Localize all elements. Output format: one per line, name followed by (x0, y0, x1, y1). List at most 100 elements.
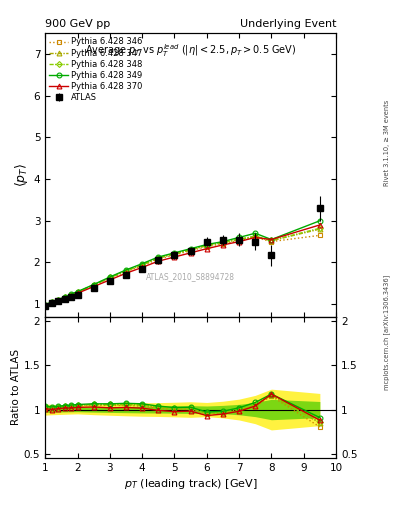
Text: Average $p_T$ vs $p_T^{lead}$ ($|\eta| < 2.5, p_T > 0.5$ GeV): Average $p_T$ vs $p_T^{lead}$ ($|\eta| <… (85, 42, 296, 58)
Pythia 6.428 349 (220, 239, 225, 245)
Pythia 6.428 349 (188, 246, 193, 252)
Pythia 6.428 348 (156, 255, 161, 261)
Pythia 6.428 346 (43, 302, 48, 308)
Pythia 6.428 346 (237, 238, 241, 244)
Text: mcplots.cern.ch [arXiv:1306.3436]: mcplots.cern.ch [arXiv:1306.3436] (384, 275, 391, 391)
Pythia 6.428 349 (75, 289, 80, 295)
Pythia 6.428 347 (188, 247, 193, 253)
Pythia 6.428 349 (253, 230, 257, 237)
Pythia 6.428 347 (107, 275, 112, 281)
Pythia 6.428 346 (172, 252, 177, 258)
Pythia 6.428 370 (237, 239, 241, 245)
Text: 900 GeV pp: 900 GeV pp (45, 19, 110, 29)
Pythia 6.428 370 (49, 300, 54, 306)
Pythia 6.428 346 (318, 232, 322, 239)
Pythia 6.428 348 (91, 282, 96, 288)
Pythia 6.428 370 (62, 295, 67, 302)
Pythia 6.428 347 (75, 289, 80, 295)
Text: ATLAS_2010_S8894728: ATLAS_2010_S8894728 (146, 272, 235, 282)
Pythia 6.428 348 (253, 233, 257, 239)
Pythia 6.428 347 (124, 268, 129, 274)
Y-axis label: Ratio to ATLAS: Ratio to ATLAS (11, 349, 21, 425)
Pythia 6.428 348 (49, 300, 54, 306)
Line: Pythia 6.428 370: Pythia 6.428 370 (43, 223, 322, 308)
Pythia 6.428 348 (188, 246, 193, 252)
Pythia 6.428 346 (140, 263, 145, 269)
Pythia 6.428 348 (75, 289, 80, 295)
Pythia 6.428 370 (156, 258, 161, 264)
Pythia 6.428 348 (62, 294, 67, 301)
Line: Pythia 6.428 346: Pythia 6.428 346 (43, 233, 322, 308)
Pythia 6.428 347 (269, 238, 274, 244)
Pythia 6.428 348 (107, 274, 112, 281)
Text: Rivet 3.1.10, ≥ 3M events: Rivet 3.1.10, ≥ 3M events (384, 100, 390, 186)
Pythia 6.428 370 (172, 254, 177, 260)
Pythia 6.428 346 (49, 300, 54, 306)
Line: Pythia 6.428 347: Pythia 6.428 347 (43, 227, 322, 307)
Pythia 6.428 347 (56, 297, 61, 303)
Pythia 6.428 370 (69, 293, 73, 299)
Pythia 6.428 349 (124, 267, 129, 273)
Pythia 6.428 349 (204, 242, 209, 248)
Pythia 6.428 346 (188, 248, 193, 254)
Pythia 6.428 346 (204, 244, 209, 250)
Y-axis label: $\langle p_T \rangle$: $\langle p_T \rangle$ (13, 163, 29, 187)
Pythia 6.428 346 (253, 234, 257, 241)
Pythia 6.428 349 (172, 250, 177, 256)
Pythia 6.428 347 (172, 251, 177, 257)
Pythia 6.428 370 (56, 297, 61, 304)
Pythia 6.428 370 (253, 234, 257, 241)
Pythia 6.428 348 (140, 262, 145, 268)
Pythia 6.428 348 (56, 297, 61, 303)
Pythia 6.428 370 (220, 242, 225, 248)
Pythia 6.428 347 (204, 243, 209, 249)
Pythia 6.428 349 (107, 274, 112, 280)
Line: Pythia 6.428 348: Pythia 6.428 348 (43, 226, 322, 307)
Pythia 6.428 347 (156, 255, 161, 261)
Pythia 6.428 347 (220, 240, 225, 246)
Pythia 6.428 348 (318, 225, 322, 231)
Pythia 6.428 348 (43, 302, 48, 308)
Pythia 6.428 370 (91, 284, 96, 290)
Pythia 6.428 347 (91, 282, 96, 288)
Pythia 6.428 370 (269, 237, 274, 243)
Pythia 6.428 348 (124, 268, 129, 274)
Pythia 6.428 347 (253, 233, 257, 240)
Pythia 6.428 370 (318, 222, 322, 228)
Pythia 6.428 347 (62, 294, 67, 301)
Pythia 6.428 347 (69, 291, 73, 297)
Pythia 6.428 347 (49, 300, 54, 306)
Pythia 6.428 346 (56, 297, 61, 304)
Pythia 6.428 349 (43, 302, 48, 308)
Pythia 6.428 348 (69, 291, 73, 297)
Pythia 6.428 370 (107, 277, 112, 283)
X-axis label: $p_T$ (leading track) [GeV]: $p_T$ (leading track) [GeV] (124, 477, 257, 492)
Pythia 6.428 346 (69, 292, 73, 298)
Pythia 6.428 346 (107, 275, 112, 281)
Pythia 6.428 348 (237, 236, 241, 242)
Pythia 6.428 346 (124, 268, 129, 274)
Pythia 6.428 347 (237, 237, 241, 243)
Legend: Pythia 6.428 346, Pythia 6.428 347, Pythia 6.428 348, Pythia 6.428 349, Pythia 6: Pythia 6.428 346, Pythia 6.428 347, Pyth… (48, 36, 144, 103)
Pythia 6.428 349 (318, 218, 322, 224)
Pythia 6.428 370 (140, 264, 145, 270)
Pythia 6.428 370 (75, 290, 80, 296)
Pythia 6.428 349 (49, 299, 54, 305)
Pythia 6.428 346 (62, 295, 67, 301)
Pythia 6.428 349 (237, 234, 241, 241)
Pythia 6.428 348 (269, 237, 274, 243)
Pythia 6.428 348 (172, 250, 177, 257)
Pythia 6.428 349 (62, 294, 67, 300)
Pythia 6.428 349 (269, 237, 274, 243)
Text: Underlying Event: Underlying Event (239, 19, 336, 29)
Pythia 6.428 348 (220, 239, 225, 245)
Pythia 6.428 349 (56, 296, 61, 303)
Pythia 6.428 346 (75, 289, 80, 295)
Pythia 6.428 370 (204, 246, 209, 252)
Pythia 6.428 346 (220, 241, 225, 247)
Pythia 6.428 370 (124, 270, 129, 276)
Pythia 6.428 347 (43, 302, 48, 308)
Pythia 6.428 346 (91, 282, 96, 288)
Pythia 6.428 346 (156, 256, 161, 262)
Pythia 6.428 349 (156, 254, 161, 260)
